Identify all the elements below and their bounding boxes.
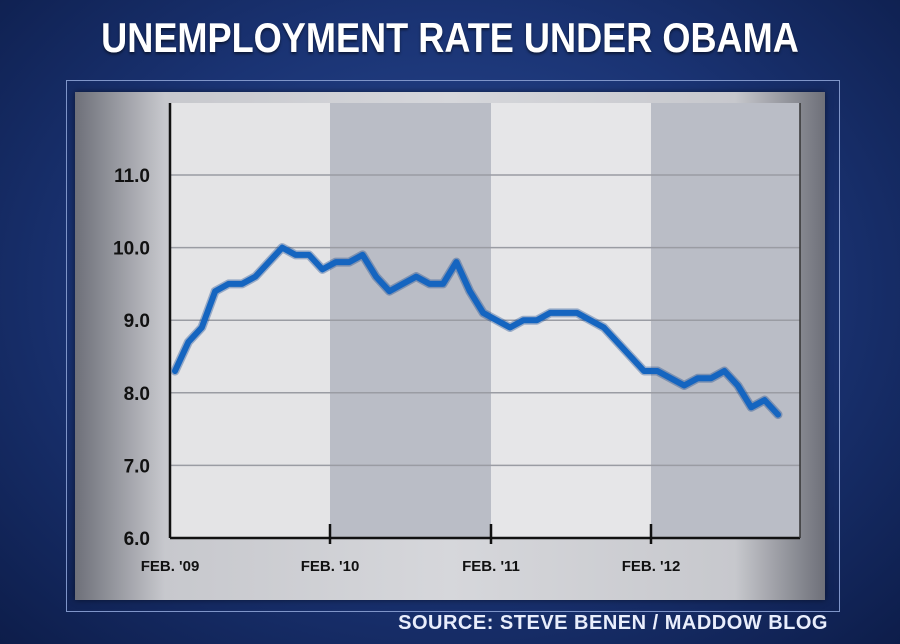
y-tick-label: 10.0 [113,239,150,260]
series-line [172,244,781,418]
y-tick-label: 9.0 [124,311,150,332]
x-tick-label: FEB. '09 [141,558,200,575]
y-tick-label: 8.0 [124,384,150,405]
y-tick-label: 6.0 [124,529,150,550]
x-tick-label: FEB. '12 [622,558,681,575]
chart-title: UNEMPLOYMENT RATE UNDER OBAMA [101,14,799,61]
y-tick-label: 11.0 [114,166,150,187]
y-tick-label: 7.0 [124,456,150,477]
chart-frame [66,80,840,612]
source-credit: SOURCE: STEVE BENEN / MADDOW BLOG [398,612,828,634]
x-tick-label: FEB. '11 [462,558,520,575]
x-tick-label: FEB. '10 [301,558,360,575]
